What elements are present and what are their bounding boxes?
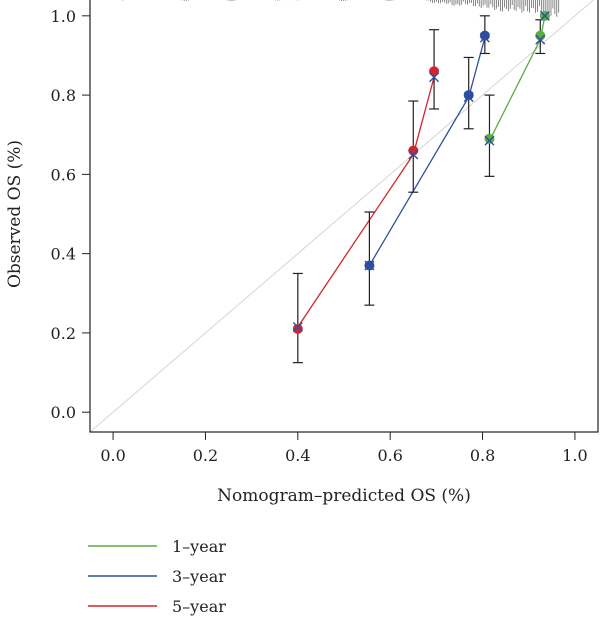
- legend-label: 1–year: [172, 537, 226, 556]
- observed-point: [292, 323, 303, 334]
- x-axis-label: Nomogram–predicted OS (%): [217, 486, 471, 506]
- x-axis: 0.0 0.2 0.4 0.6 0.8 1.0: [100, 432, 588, 465]
- observed-point: [479, 30, 490, 41]
- legend-label: 5–year: [172, 597, 226, 616]
- y-tick-label: 0.6: [51, 165, 76, 184]
- predicted-cross: [408, 149, 419, 160]
- y-tick-label: 0.4: [51, 245, 76, 264]
- x-tick-label: 0.2: [193, 446, 218, 465]
- y-axis: 0.0 0.2 0.4 0.6 0.8 1.0: [51, 7, 90, 422]
- predicted-cross: [535, 34, 546, 45]
- observed-point: [408, 145, 419, 156]
- y-axis-label: Observed OS (%): [5, 140, 25, 288]
- error-bars: [292, 15, 546, 364]
- x-tick-label: 0.8: [470, 446, 495, 465]
- prediction-rug-ticks: [121, 0, 560, 17]
- series-line: [468, 37, 486, 98]
- predicted-cross: [539, 10, 550, 21]
- observed-point: [484, 133, 495, 144]
- x-tick-label: 0.4: [285, 446, 310, 465]
- x-tick-label: 1.0: [562, 446, 587, 465]
- y-tick-label: 0.8: [51, 86, 76, 105]
- observed-point: [535, 30, 546, 41]
- series-line: [297, 154, 414, 328]
- y-tick-label: 0.0: [51, 403, 76, 422]
- plot-frame: [89, 0, 599, 433]
- series-line: [488, 39, 541, 141]
- predicted-cross: [479, 32, 490, 43]
- series-lines: [297, 15, 546, 328]
- ideal-reference-line: [89, 0, 595, 433]
- observed-point: [429, 66, 440, 77]
- y-tick-label: 1.0: [51, 7, 76, 26]
- observed-point: [463, 90, 474, 101]
- legend: 1–year 3–year 5–year: [88, 537, 226, 616]
- x-tick-label: 0.0: [100, 446, 125, 465]
- series-markers: [292, 10, 550, 334]
- predicted-cross: [484, 135, 495, 146]
- legend-label: 3–year: [172, 567, 226, 586]
- predicted-cross: [292, 321, 303, 332]
- series-line: [368, 96, 470, 266]
- predicted-cross: [364, 260, 375, 271]
- predicted-cross: [463, 92, 474, 103]
- series-line: [412, 77, 435, 155]
- y-tick-label: 0.2: [51, 324, 76, 343]
- x-tick-label: 0.6: [377, 446, 402, 465]
- predicted-cross: [429, 72, 440, 83]
